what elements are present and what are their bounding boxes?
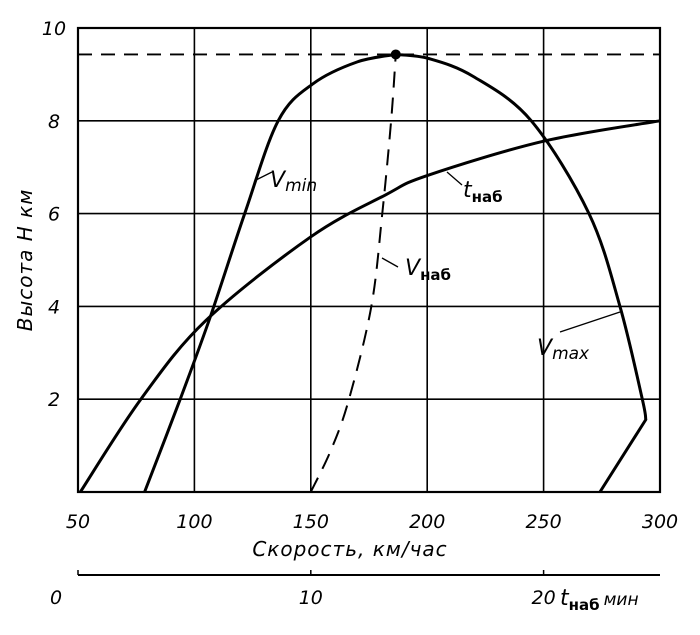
x-tick-label: 150 [293, 511, 329, 533]
leader-line [559, 311, 621, 333]
y-tick-label: 2 [48, 389, 60, 411]
y-tick-label: 10 [42, 18, 66, 40]
label-tnab: tнаб [463, 178, 503, 206]
curve-labels: Vmin tнаб Vнаб Vmax [270, 168, 590, 364]
y-tick-label: 8 [48, 111, 60, 133]
tnab-curve [79, 119, 661, 493]
x-tick-label: 200 [409, 511, 445, 533]
label-vnab: Vнаб [405, 256, 451, 284]
plot-frame [76, 26, 662, 494]
ceiling-point [390, 49, 401, 60]
label-vmax: Vmax [537, 336, 590, 364]
leader-line [381, 257, 399, 268]
secondary-tick-label: 20 [532, 587, 556, 609]
x-tick-label: 250 [525, 511, 561, 533]
secondary-axis-label: tнаб мин [560, 586, 639, 614]
grid [76, 26, 662, 494]
x-axis-label: Скорость, км/час [252, 537, 447, 561]
x-tick-label: 100 [176, 511, 212, 533]
x-tick-label: 50 [66, 511, 90, 533]
label-vmin: Vmin [270, 168, 317, 196]
curves [78, 49, 661, 493]
leader-line [255, 171, 273, 181]
secondary-tick-label: 10 [299, 587, 323, 609]
secondary-tick-label: 0 [50, 587, 62, 609]
vmax-curve [395, 52, 648, 493]
x-tick-label: 300 [642, 511, 678, 533]
leader-line [446, 171, 463, 186]
y-tick-label: 6 [48, 204, 60, 226]
y-axis-label: Высота H км [13, 189, 37, 332]
y-tick-label: 4 [48, 296, 60, 318]
vmin-curve [143, 52, 397, 493]
